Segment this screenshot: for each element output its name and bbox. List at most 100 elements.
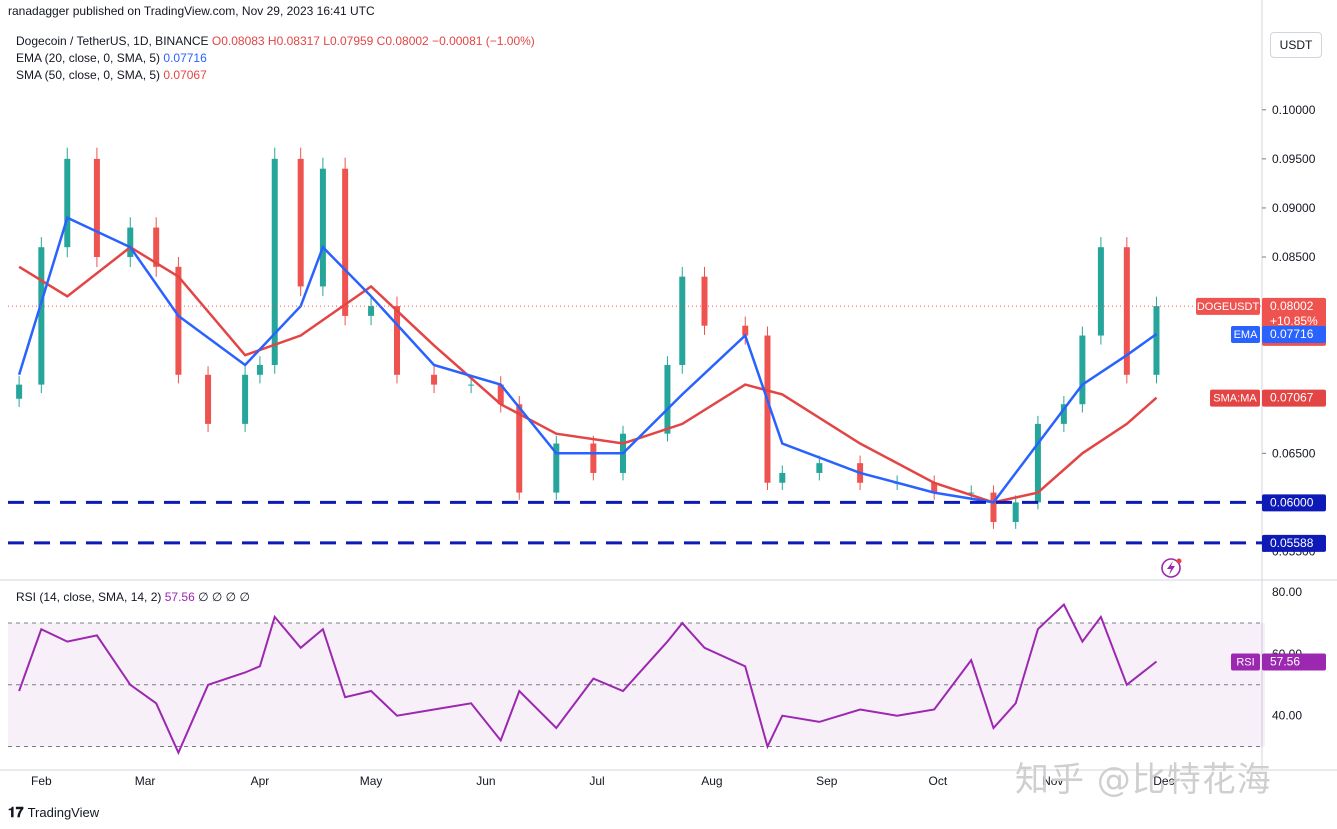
candle-body xyxy=(1123,247,1130,375)
current-price-tag-value: 0.08002 xyxy=(1270,299,1314,313)
candle-body xyxy=(175,266,182,375)
candle-body xyxy=(342,168,349,316)
candle-body xyxy=(664,364,671,434)
watermark: 知乎 @比特花海 xyxy=(1015,760,1272,800)
candle-body xyxy=(93,158,100,258)
candle-body xyxy=(153,227,160,267)
candle-body xyxy=(256,364,263,375)
price-axis-tick: 0.10000 xyxy=(1272,103,1316,117)
rsi-line xyxy=(18,602,1158,756)
time-axis-tick: Aug xyxy=(701,774,722,788)
sma-value: 0.07067 xyxy=(163,68,207,82)
price-axis-tick: 0.09000 xyxy=(1272,201,1316,215)
price-axis-tick: 0.06500 xyxy=(1272,446,1316,460)
ema-price-tag-value: 0.07716 xyxy=(1270,327,1314,341)
price-axis-tick: 0.08500 xyxy=(1272,250,1316,264)
sma-price-tag-label: SMA:MA xyxy=(1213,393,1257,405)
candle-body xyxy=(1153,306,1160,375)
candle-body xyxy=(205,374,212,424)
candle-body xyxy=(816,463,823,473)
current-price-tag-label-box xyxy=(1196,297,1260,315)
candle-body xyxy=(990,492,997,523)
candle-body xyxy=(931,482,938,493)
candle-body xyxy=(1012,502,1019,523)
rsi-band-background xyxy=(8,623,1265,747)
candle-body xyxy=(679,276,686,365)
support-060-tag-value-box xyxy=(1262,494,1326,512)
candle-body xyxy=(242,374,249,424)
tradingview-brand: TradingView xyxy=(27,805,100,820)
candle-body xyxy=(16,384,23,399)
support-05588-tag-value-box xyxy=(1262,534,1326,552)
rsi-value-tag-value: 57.56 xyxy=(1270,654,1300,668)
candle-body xyxy=(1079,335,1086,405)
rsi-axis-tick: 80.00 xyxy=(1272,585,1302,599)
rsi-value-tag-label-box xyxy=(1231,653,1260,671)
ema-price-tag-value-box xyxy=(1262,325,1326,343)
time-axis-tick: Sep xyxy=(816,774,838,788)
symbol-title: Dogecoin / TetherUS, 1D, BINANCE xyxy=(16,34,209,48)
sma-price-tag-value: 0.07067 xyxy=(1270,391,1314,405)
candle-body xyxy=(394,306,400,375)
rsi-legend-value: 57.56 xyxy=(164,590,195,604)
currency-button[interactable]: USDT xyxy=(1270,32,1322,58)
candle-body xyxy=(1097,247,1104,336)
rsi-legend: RSI (14, close, SMA, 14, 2) 57.56 ∅ ∅ ∅ … xyxy=(16,590,250,604)
candle-body xyxy=(742,325,749,336)
candle-body xyxy=(779,472,786,483)
time-axis-tick: Jun xyxy=(476,774,495,788)
rsi-value-tag-value-box xyxy=(1262,653,1326,671)
tradingview-logo[interactable]: 𝟏𝟕 TradingView xyxy=(8,804,99,821)
support-05588-tag-value: 0.05588 xyxy=(1270,536,1314,550)
ema-price-tag-label: EMA xyxy=(1234,329,1259,341)
candle-body xyxy=(297,158,304,287)
candle-body xyxy=(553,443,560,493)
price-legend: Dogecoin / TetherUS, 1D, BINANCE O0.0808… xyxy=(16,33,535,84)
current-price-tag-label: DOGEUSDT xyxy=(1197,301,1260,313)
ema-value: 0.07716 xyxy=(163,51,207,65)
candle-body xyxy=(368,306,375,316)
candle-body xyxy=(590,443,597,473)
candle-body xyxy=(1034,423,1041,503)
ema-20-line xyxy=(17,216,1158,504)
time-axis-tick: Oct xyxy=(929,774,948,788)
tradingview-mark-icon: 𝟏𝟕 xyxy=(8,804,24,820)
time-axis-tick: May xyxy=(360,774,383,788)
ema-price-tag-label-box xyxy=(1231,325,1260,343)
candle-body xyxy=(468,384,475,386)
support-060-tag-value: 0.06000 xyxy=(1270,495,1314,509)
time-axis-tick: Dec xyxy=(1153,774,1174,788)
rsi-axis-tick: 40.00 xyxy=(1272,709,1302,723)
rsi-label: RSI (14, close, SMA, 14, 2) xyxy=(16,590,162,604)
published-by-text: ranadagger published on TradingView.com,… xyxy=(8,4,375,18)
candle-body xyxy=(968,492,975,494)
candle-body xyxy=(701,276,708,326)
rsi-value-tag-label: RSI xyxy=(1236,656,1254,668)
ohlc-values: O0.08083 H0.08317 L0.07959 C0.08002 −0.0… xyxy=(211,34,535,48)
time-axis-tick: Mar xyxy=(135,774,156,788)
sma-50-line xyxy=(18,245,1158,504)
lightning-icon[interactable] xyxy=(1161,558,1182,578)
sma-label: SMA (50, close, 0, SMA, 5) xyxy=(16,68,161,82)
time-axis-tick: Nov xyxy=(1042,774,1063,788)
candle-body xyxy=(319,168,326,287)
candle-body xyxy=(127,227,134,258)
candle-body xyxy=(431,374,438,385)
sma-price-tag-label-box xyxy=(1210,389,1260,407)
candle-body xyxy=(64,158,71,248)
candle-body xyxy=(38,247,45,385)
time-axis-tick: Jul xyxy=(589,774,604,788)
candle-body xyxy=(764,335,771,483)
time-axis-tick: Apr xyxy=(251,774,270,788)
rsi-legend-extras: ∅ ∅ ∅ ∅ xyxy=(198,590,250,604)
candle-body xyxy=(497,384,504,405)
time-axis-tick: Feb xyxy=(31,774,52,788)
candle-body xyxy=(516,404,523,493)
sma-price-tag-value-box xyxy=(1262,389,1326,407)
current-price-tag-extra: +10.85% xyxy=(1270,314,1318,328)
ema-label: EMA (20, close, 0, SMA, 5) xyxy=(16,51,161,65)
price-axis-tick: 0.09500 xyxy=(1272,152,1316,166)
candle-body xyxy=(271,158,278,365)
candle-body xyxy=(1060,404,1067,424)
